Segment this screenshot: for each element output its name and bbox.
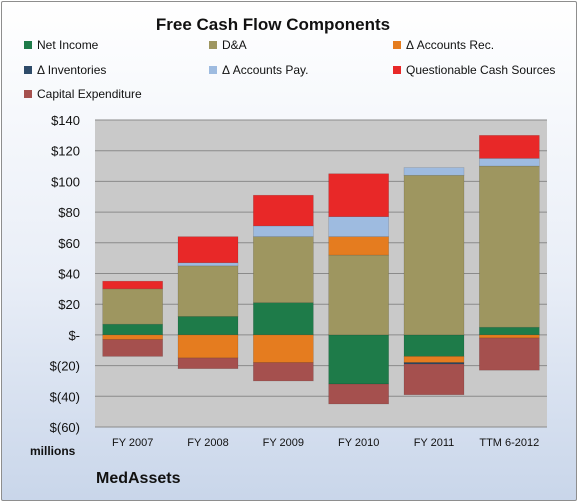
- legend-label: Δ Inventories: [37, 63, 107, 77]
- bar-segment: [479, 334, 540, 339]
- y-tick-label: $140: [51, 113, 80, 128]
- bar-segment: [177, 236, 239, 264]
- bar-segment: [403, 356, 465, 363]
- y-tick-label: $100: [51, 174, 80, 189]
- legend-item-d-and-a: D&A: [209, 38, 247, 52]
- legend-item-capex: Capital Expenditure: [24, 87, 142, 101]
- bar-segment: [253, 362, 314, 382]
- bar-segment: [102, 280, 163, 290]
- bar-segment: [403, 334, 465, 357]
- y-tick-label: $60: [58, 236, 80, 251]
- bar-segment: [328, 383, 389, 405]
- legend-swatch: [24, 41, 32, 49]
- legend-swatch: [24, 90, 32, 98]
- x-tick-label: TTM 6-2012: [479, 437, 539, 449]
- bar-segment: [102, 323, 163, 336]
- bar-segment: [403, 363, 465, 396]
- company-name: MedAssets: [96, 470, 181, 487]
- legend-item-accounts-pay: Δ Accounts Pay.: [209, 63, 309, 77]
- bar-segment: [479, 165, 540, 328]
- legend-swatch: [24, 66, 32, 74]
- bar-segment: [177, 265, 239, 317]
- bar-segment: [328, 173, 389, 218]
- bar-segment: [253, 225, 314, 237]
- bar-segment: [328, 254, 389, 336]
- legend-label: D&A: [222, 38, 247, 52]
- bar-segment: [328, 216, 389, 237]
- legend-item-net-income: Net Income: [24, 38, 98, 52]
- legend-label: Δ Accounts Pay.: [222, 63, 309, 77]
- x-tick-label: FY 2010: [338, 437, 379, 449]
- y-tick-label: $(20): [50, 359, 80, 374]
- y-tick-label: $(60): [50, 420, 80, 435]
- bar-segment: [479, 158, 540, 167]
- bar-segment: [177, 262, 239, 267]
- y-tick-label: $20: [58, 297, 80, 312]
- y-tick-label: $120: [51, 144, 80, 159]
- bar-segment: [253, 302, 314, 336]
- legend-label: Capital Expenditure: [37, 87, 142, 101]
- units-label: millions: [30, 444, 76, 458]
- bar-segment: [177, 334, 239, 359]
- y-tick-label: $-: [68, 328, 80, 343]
- legend-item-inventories: Δ Inventories: [24, 63, 106, 77]
- bar-segment: [479, 337, 540, 371]
- x-tick-label: FY 2011: [414, 437, 455, 449]
- bar-segment: [479, 135, 540, 159]
- x-tick-label: FY 2007: [112, 437, 153, 449]
- bar-segment: [102, 334, 163, 340]
- legend-label: Questionable Cash Sources: [406, 63, 556, 77]
- bar-segment: [479, 326, 540, 336]
- x-tick-label: FY 2008: [187, 437, 228, 449]
- legend-swatch: [209, 41, 217, 49]
- legend-swatch: [393, 66, 401, 74]
- bar-segment: [403, 174, 465, 336]
- bar-segment: [177, 316, 239, 336]
- legend-item-accounts-rec: Δ Accounts Rec.: [393, 38, 494, 52]
- legend-swatch: [209, 66, 217, 74]
- bar-segment: [102, 288, 163, 325]
- bar-segment: [102, 339, 163, 357]
- bar-segment: [253, 194, 314, 227]
- y-tick-label: $(40): [50, 389, 80, 404]
- bar-segment: [253, 236, 314, 303]
- bar-segment: [253, 334, 314, 363]
- bar-segment: [328, 236, 389, 256]
- x-tick-label: FY 2009: [263, 437, 304, 449]
- legend-swatch: [393, 41, 401, 49]
- bar-segment: [328, 334, 389, 385]
- y-tick-label: $40: [58, 267, 80, 282]
- bar-segment: [177, 357, 239, 369]
- y-tick-label: $80: [58, 205, 80, 220]
- legend-label: Δ Accounts Rec.: [406, 38, 495, 52]
- chart-title: Free Cash Flow Components: [155, 15, 391, 34]
- legend-label: Net Income: [37, 38, 99, 52]
- legend-item-questionable-cash: Questionable Cash Sources: [393, 63, 555, 77]
- bar-segment: [403, 167, 465, 176]
